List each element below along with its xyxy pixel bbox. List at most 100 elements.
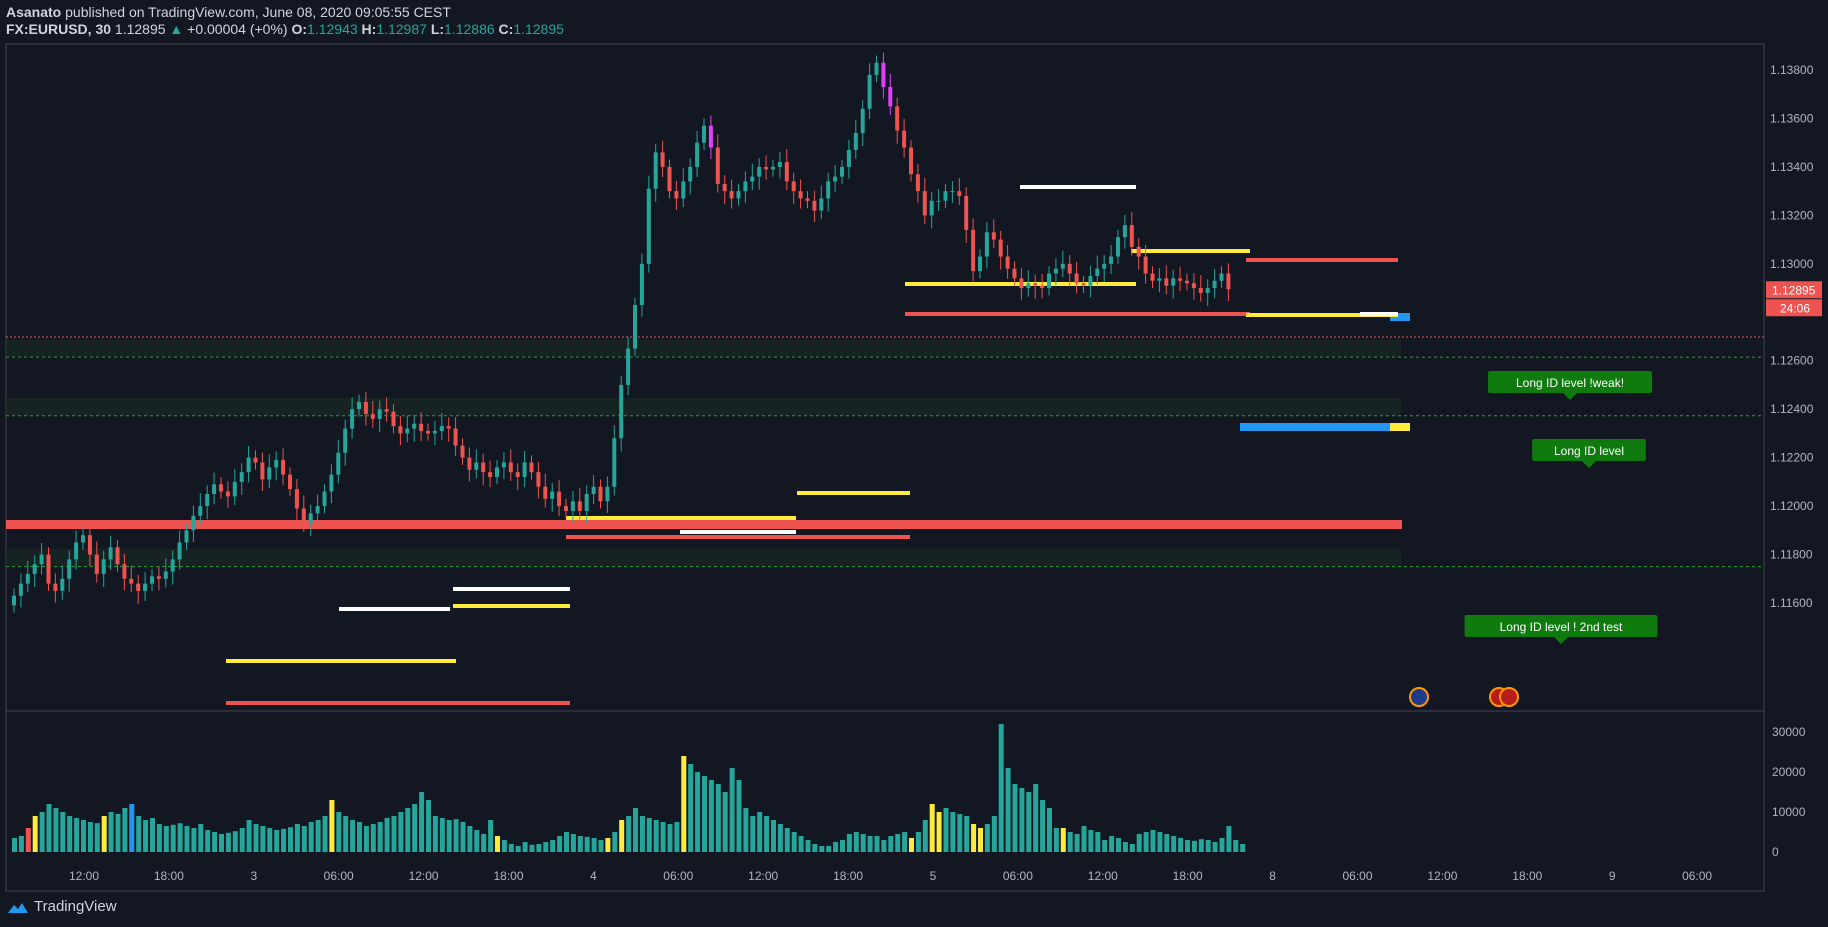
- candle-body: [550, 491, 555, 499]
- candle: [439, 413, 444, 440]
- candle-body: [94, 554, 99, 574]
- candle-body: [25, 573, 30, 584]
- candle: [1185, 273, 1189, 291]
- candle: [281, 448, 286, 485]
- volume-bar: [495, 836, 500, 852]
- volume-bar: [895, 834, 901, 852]
- volume-bar: [219, 834, 224, 852]
- candle-body: [260, 462, 265, 480]
- candle-body: [929, 200, 934, 216]
- candle-body: [909, 147, 913, 175]
- candle: [246, 446, 251, 483]
- candle: [743, 171, 748, 203]
- volume-tick-label: 30000: [1772, 725, 1806, 739]
- candle: [1205, 279, 1210, 306]
- candle: [819, 185, 824, 220]
- level-segment-5: [566, 516, 796, 520]
- candle: [405, 415, 410, 443]
- volume-bar: [391, 816, 397, 852]
- candle: [1226, 263, 1231, 301]
- candle-body: [336, 452, 341, 475]
- footer: TradingView: [6, 898, 117, 915]
- candle-body: [729, 191, 734, 199]
- footer-brand[interactable]: TradingView: [34, 898, 117, 915]
- author-name[interactable]: Asanato: [6, 4, 62, 20]
- countdown-tag: [1766, 299, 1822, 317]
- volume-bar: [1143, 832, 1149, 852]
- candle-body: [957, 191, 962, 196]
- symbol-legend: FX:EURUSD, 30 1.12895 ▲ +0.00004 (+0%) O…: [6, 21, 564, 37]
- candle-body: [143, 583, 148, 591]
- candle-body: [722, 183, 727, 192]
- volume-bar: [101, 816, 107, 852]
- candle-body: [384, 409, 389, 412]
- candle-body: [357, 401, 361, 410]
- candle-body: [577, 501, 582, 511]
- candle-body: [1136, 246, 1141, 257]
- volume-tick-label: 0: [1772, 845, 1779, 859]
- price-tick-label: 1.13800: [1770, 63, 1814, 77]
- volume-bar: [764, 816, 770, 852]
- low-value: 1.12886: [444, 21, 495, 37]
- volume-bar: [136, 816, 142, 852]
- volume-bar: [736, 780, 742, 852]
- candle-body: [322, 491, 327, 507]
- volume-bar: [626, 816, 632, 852]
- candle-body: [1067, 263, 1072, 274]
- candle-body: [12, 595, 16, 606]
- volume-bar: [812, 844, 818, 852]
- volume-bar: [846, 834, 852, 852]
- candle: [846, 139, 851, 179]
- volume-bar: [315, 820, 321, 852]
- candle: [598, 479, 603, 509]
- candle: [729, 179, 734, 209]
- candle: [60, 565, 65, 600]
- time-tick-label: 06:00: [324, 869, 354, 883]
- candle-body: [115, 547, 120, 565]
- candle: [1088, 265, 1093, 298]
- volume-bar: [1012, 784, 1018, 852]
- candle-body: [1191, 283, 1196, 289]
- candle: [584, 485, 589, 525]
- candle: [1136, 238, 1141, 270]
- candle-body: [150, 576, 154, 584]
- candle: [74, 530, 79, 570]
- volume-bar: [674, 822, 680, 852]
- volume-bar: [591, 838, 597, 852]
- publish-text: published on TradingView.com, June 08, 2…: [65, 4, 451, 20]
- volume-bar: [274, 830, 280, 852]
- change-up-icon: ▲: [169, 21, 184, 37]
- candle: [522, 450, 527, 488]
- volume-bar: [1040, 800, 1046, 852]
- volume-bar: [605, 838, 611, 852]
- volume-bar: [577, 836, 583, 852]
- level-zone-0: [6, 339, 1401, 358]
- time-tick-label: 12:00: [1088, 869, 1118, 883]
- candle: [978, 249, 982, 279]
- candle-body: [984, 232, 989, 257]
- yellow-zone-cap: [1390, 423, 1410, 431]
- level-segment-15: [1360, 312, 1398, 316]
- low-label: L:: [430, 21, 445, 37]
- volume-bar: [281, 828, 287, 852]
- candle: [950, 180, 955, 203]
- candle: [991, 219, 996, 249]
- volume-bar: [798, 836, 804, 852]
- volume-bar: [936, 812, 942, 852]
- candle: [219, 477, 223, 499]
- candle-body: [453, 428, 458, 446]
- volume-bar: [398, 812, 404, 852]
- candle: [722, 175, 727, 205]
- candle-body: [646, 188, 651, 264]
- symbol-name[interactable]: FX:EURUSD, 30: [6, 21, 112, 37]
- volume-bar: [225, 832, 231, 852]
- high-value: 1.12987: [376, 21, 427, 37]
- candle: [929, 192, 934, 229]
- volume-bar: [791, 832, 797, 852]
- candle: [87, 524, 92, 567]
- level-segment-0: [226, 659, 456, 663]
- candle: [377, 400, 382, 432]
- volume-bar: [1060, 828, 1066, 852]
- candle-body: [350, 409, 355, 429]
